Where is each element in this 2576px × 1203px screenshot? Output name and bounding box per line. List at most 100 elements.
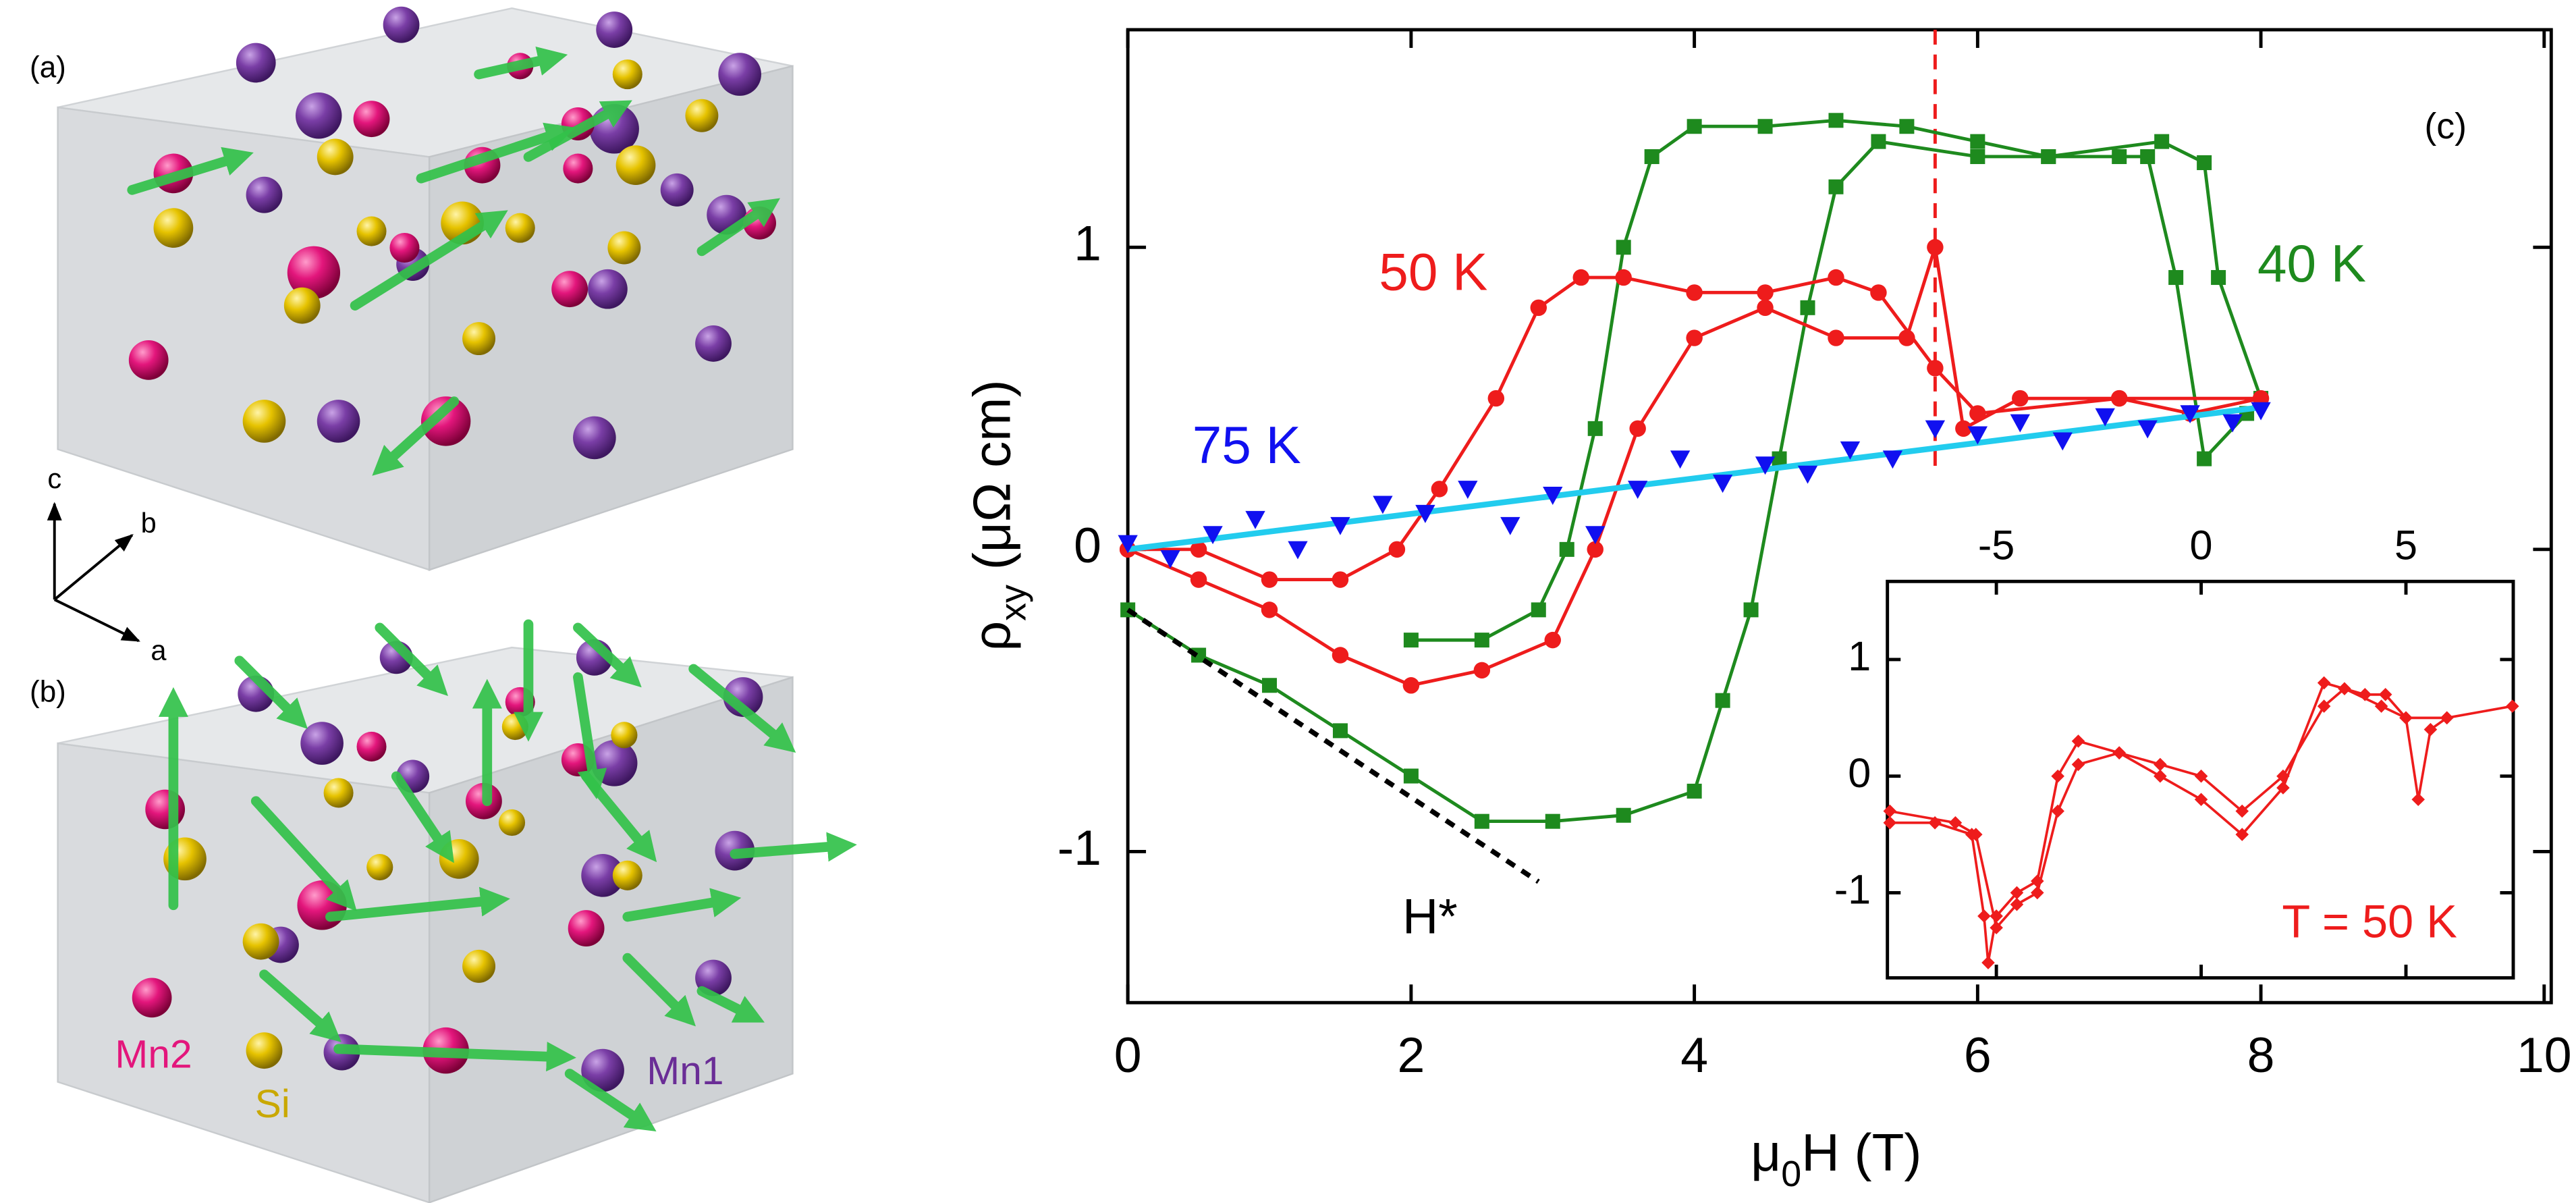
spin-arrow xyxy=(234,656,308,729)
spin-arrow xyxy=(581,771,657,863)
atom xyxy=(581,853,624,897)
atom xyxy=(366,853,393,881)
marker xyxy=(1955,420,1972,437)
marker xyxy=(2140,149,2156,165)
marker xyxy=(1373,496,1393,514)
marker xyxy=(1670,450,1691,469)
marker xyxy=(1882,450,1903,469)
y-axis-label-part: (μΩ cm) xyxy=(962,379,1021,585)
marker xyxy=(1403,633,1419,648)
atom xyxy=(718,53,761,96)
y-tick-label: 1 xyxy=(1074,216,1101,271)
marker xyxy=(1990,909,2003,923)
x-axis-label-part: μ xyxy=(1751,1122,1781,1181)
spin-arrow xyxy=(474,46,568,80)
x-tick-label: 4 xyxy=(1680,1027,1708,1083)
atom xyxy=(353,101,390,138)
atom xyxy=(581,1048,624,1092)
marker xyxy=(1388,541,1406,558)
atom xyxy=(695,325,732,362)
atom xyxy=(295,92,342,139)
marker xyxy=(1757,119,1773,134)
marker xyxy=(1330,516,1350,535)
marker xyxy=(1544,631,1561,649)
marker xyxy=(1332,571,1349,588)
marker xyxy=(1616,240,1631,255)
marker xyxy=(1977,909,1991,923)
atom xyxy=(236,43,276,83)
marker xyxy=(1828,113,1844,128)
marker xyxy=(1543,487,1563,505)
axis-label: b xyxy=(141,507,157,539)
atom xyxy=(607,231,641,265)
inset-plot: -5 0 5 -1 0 1 T = 50 K xyxy=(1834,522,2519,980)
marker xyxy=(2317,676,2331,690)
atom xyxy=(356,216,387,246)
marker xyxy=(1797,465,1818,484)
marker xyxy=(1572,269,1589,286)
spin-arrow xyxy=(127,146,254,195)
spin-arrow xyxy=(696,986,765,1023)
atom xyxy=(356,731,387,761)
marker xyxy=(2012,390,2029,407)
marker xyxy=(1431,481,1448,498)
atom xyxy=(383,6,420,43)
atom xyxy=(246,176,283,213)
spin-arrow xyxy=(622,888,742,922)
marker xyxy=(1587,541,1604,558)
atom-label: Mn2 xyxy=(115,1032,192,1076)
x-tick-label: 6 xyxy=(1964,1027,1992,1083)
marker xyxy=(1644,149,1660,165)
marker xyxy=(1474,633,1489,648)
marker xyxy=(1981,956,1995,969)
marker xyxy=(1403,768,1419,784)
marker xyxy=(2378,688,2392,701)
marker xyxy=(1686,284,1703,301)
marker xyxy=(2276,781,2290,795)
marker xyxy=(2154,757,2167,772)
spin-arrow xyxy=(523,100,632,162)
atom xyxy=(153,208,194,248)
marker xyxy=(2197,155,2212,170)
atom xyxy=(612,860,642,890)
atom-label: Mn1 xyxy=(647,1049,723,1093)
marker xyxy=(1969,828,1983,841)
marker xyxy=(1712,475,1733,493)
marker xyxy=(1190,541,1207,558)
x-tick-label: 0 xyxy=(1114,1027,1142,1083)
marker xyxy=(1990,921,2003,935)
marker xyxy=(1629,420,1646,437)
spin-arrow xyxy=(688,664,796,753)
marker xyxy=(2197,451,2212,466)
atom xyxy=(660,173,694,207)
atom xyxy=(287,246,341,299)
series-label: T = 50 K xyxy=(2282,895,2457,947)
marker xyxy=(1190,571,1207,588)
atom xyxy=(128,340,169,380)
axis-label: c xyxy=(47,462,61,494)
x-tick-label: 8 xyxy=(2247,1027,2275,1083)
atom xyxy=(685,99,719,132)
spin-arrow xyxy=(416,122,576,184)
marker xyxy=(2095,408,2115,427)
marker xyxy=(1969,405,1986,422)
hall-chart: 0 2 4 6 8 10-101 40 K50 K75 KH*(c)ρxy (μΩ cm)μ… xyxy=(962,28,2572,1194)
atom xyxy=(498,809,526,836)
x-axis-label-part: 0 xyxy=(1781,1154,1801,1194)
spin-arrow xyxy=(333,1042,576,1072)
marker xyxy=(2235,828,2249,841)
atom xyxy=(563,153,593,184)
x-tick-label: 0 xyxy=(2190,522,2213,568)
atom xyxy=(462,949,496,983)
atom xyxy=(615,145,656,186)
marker xyxy=(1898,329,1915,346)
marker xyxy=(1925,420,1946,439)
marker xyxy=(1160,550,1180,568)
series-label: 75 K xyxy=(1193,415,1301,475)
marker xyxy=(1288,541,1308,560)
marker xyxy=(2440,711,2454,725)
marker xyxy=(1828,329,1844,346)
series-line xyxy=(1127,246,2262,687)
atom xyxy=(323,778,354,808)
